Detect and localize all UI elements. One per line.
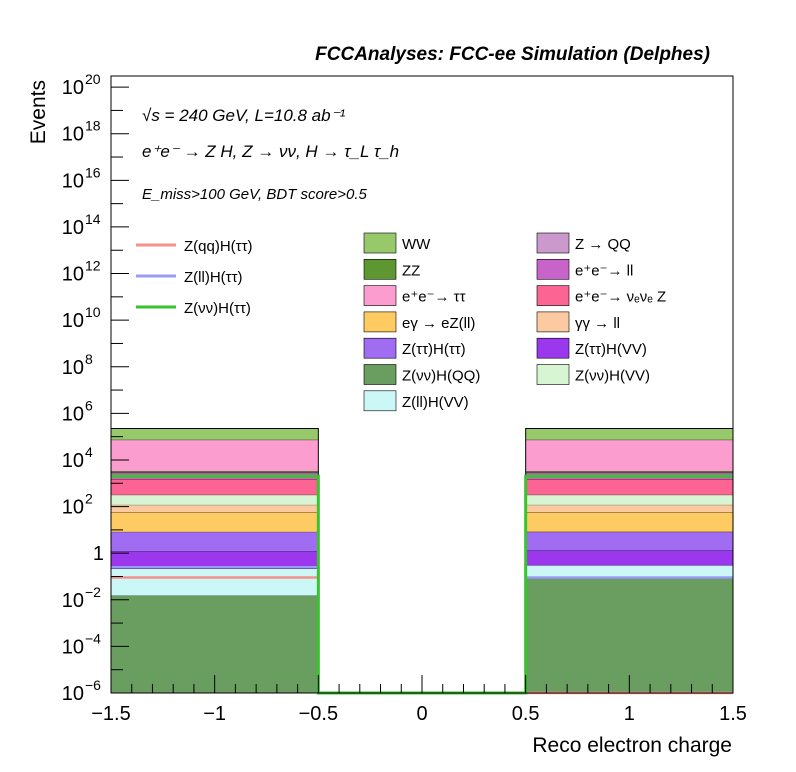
bar-1-0 <box>111 568 319 596</box>
bar-0-2 <box>525 578 733 693</box>
y-tick-label: 10 <box>62 217 84 239</box>
legend-label: Z(ττ)H(ττ) <box>402 341 466 358</box>
legend-box-swatch <box>363 258 397 280</box>
legend-label: Z(νν)H(ττ) <box>184 300 251 317</box>
legend-label: Z(νν)H(VV) <box>575 368 650 385</box>
x-tick-label: 1.5 <box>719 703 747 725</box>
y-tick-exponent: 20 <box>85 71 101 87</box>
bar-3-0 <box>111 531 319 552</box>
legend-label: e⁺e⁻→ ττ <box>402 289 466 306</box>
y-tick-label: 10 <box>62 403 84 425</box>
y-tick-exponent: 16 <box>85 164 101 180</box>
y-tick-exponent: −6 <box>85 677 101 693</box>
y-tick-exponent: 18 <box>85 118 101 134</box>
y-tick-label: 10 <box>62 450 84 472</box>
legend-label: Z(qq)H(ττ) <box>184 238 253 255</box>
process-annotation: e⁺e⁻ → Z H, Z → νν, H → τ_L τ_h <box>142 142 399 161</box>
legend-box-swatch <box>363 390 397 412</box>
y-tick-label: 1 <box>93 543 104 565</box>
legend-box-swatch <box>536 232 570 254</box>
y-tick-label: 10 <box>62 170 84 192</box>
legend-label: ZZ <box>402 262 420 279</box>
bar-3-2 <box>525 531 733 551</box>
legend-box-swatch <box>363 311 397 333</box>
bar-11-2 <box>525 439 733 472</box>
y-axis-label: Events <box>27 80 50 144</box>
x-tick-label: −1 <box>203 703 226 725</box>
bar-6-0 <box>111 494 319 505</box>
y-tick-label: 10 <box>62 124 84 146</box>
x-axis-label: Reco electron charge <box>532 734 732 757</box>
bar-12-2 <box>525 428 733 440</box>
bar-2-0 <box>111 551 319 569</box>
bar-7-2 <box>525 479 733 495</box>
y-tick-label: 10 <box>62 636 84 658</box>
legend-label: WW <box>402 236 431 253</box>
bar-4-2 <box>525 512 733 532</box>
legend-label: Z(ll)H(ττ) <box>184 269 243 286</box>
x-tick-label: 0.5 <box>512 703 540 725</box>
y-tick-label: 10 <box>62 497 84 519</box>
y-tick-label: 10 <box>62 357 84 379</box>
y-tick-exponent: 6 <box>85 397 93 413</box>
bar-7-0 <box>111 479 319 495</box>
y-tick-label: 10 <box>62 77 84 99</box>
legend-label: Z(νν)H(QQ) <box>402 368 480 385</box>
legend-label: eγ → eZ(ll) <box>402 315 475 332</box>
bar-10-2 <box>525 471 733 473</box>
y-tick-exponent: 2 <box>85 491 93 507</box>
legend-label: e⁺e⁻→ νₑνₑ Z <box>575 289 666 306</box>
y-tick-label: 10 <box>62 683 84 705</box>
legend-box-swatch <box>363 285 397 306</box>
legend-box-swatch <box>536 311 570 333</box>
bar-10-0 <box>111 471 319 473</box>
x-tick-label: 1 <box>624 703 635 725</box>
bar-5-0 <box>111 504 319 513</box>
y-tick-exponent: 10 <box>85 304 101 320</box>
y-tick-exponent: 14 <box>85 211 101 227</box>
legend-box-swatch <box>363 232 397 254</box>
x-axis: −1.5 −1 −0.5 0 0.5 1 1.5 <box>91 675 747 725</box>
bar-1-2 <box>525 565 733 579</box>
plot-area <box>110 428 734 693</box>
bar-4-0 <box>111 512 319 532</box>
legend-label: Z → QQ <box>575 236 631 253</box>
bar-5-2 <box>525 504 733 513</box>
x-tick-label: 0 <box>416 703 427 725</box>
legend-label: e⁺e⁻→ ll <box>575 262 633 279</box>
selection-annotation: E_miss>100 GeV, BDT score>0.5 <box>142 186 367 203</box>
x-tick-label: −0.5 <box>299 703 338 725</box>
legend-box-swatch <box>536 364 570 385</box>
legend-box-swatch <box>536 337 570 359</box>
bar-6-2 <box>525 494 733 505</box>
chart-title: FCCAnalyses: FCC-ee Simulation (Delphes) <box>315 44 710 65</box>
bar-11-0 <box>111 439 319 472</box>
y-tick-exponent: −4 <box>85 630 101 646</box>
legend-box-swatch <box>363 337 397 359</box>
legend-label: γγ → ll <box>575 315 620 332</box>
legend-label: Z(ll)H(VV) <box>402 394 469 411</box>
bar-2-2 <box>525 550 733 566</box>
energy-lumi-annotation: √s = 240 GeV, L=10.8 ab⁻¹ <box>142 106 346 125</box>
legend-box-swatch <box>536 258 570 280</box>
y-tick-exponent: 8 <box>85 351 93 367</box>
bar-12-0 <box>111 428 319 440</box>
y-tick-exponent: 4 <box>85 444 93 460</box>
y-tick-label: 10 <box>62 310 84 332</box>
legend-label: Z(ττ)H(VV) <box>575 341 647 358</box>
y-tick-exponent: −2 <box>85 584 101 600</box>
legend-box-swatch <box>536 285 570 306</box>
legend: Z(qq)H(ττ) Z(ll)H(ττ) Z(νν)H(ττ) WW ZZ e⁺e⁻→ … <box>136 232 666 412</box>
x-tick-label: −1.5 <box>91 703 130 725</box>
legend-box-swatch <box>363 364 397 385</box>
y-tick-label: 10 <box>62 590 84 612</box>
y-tick-label: 10 <box>62 264 84 286</box>
y-tick-exponent: 12 <box>85 258 101 274</box>
